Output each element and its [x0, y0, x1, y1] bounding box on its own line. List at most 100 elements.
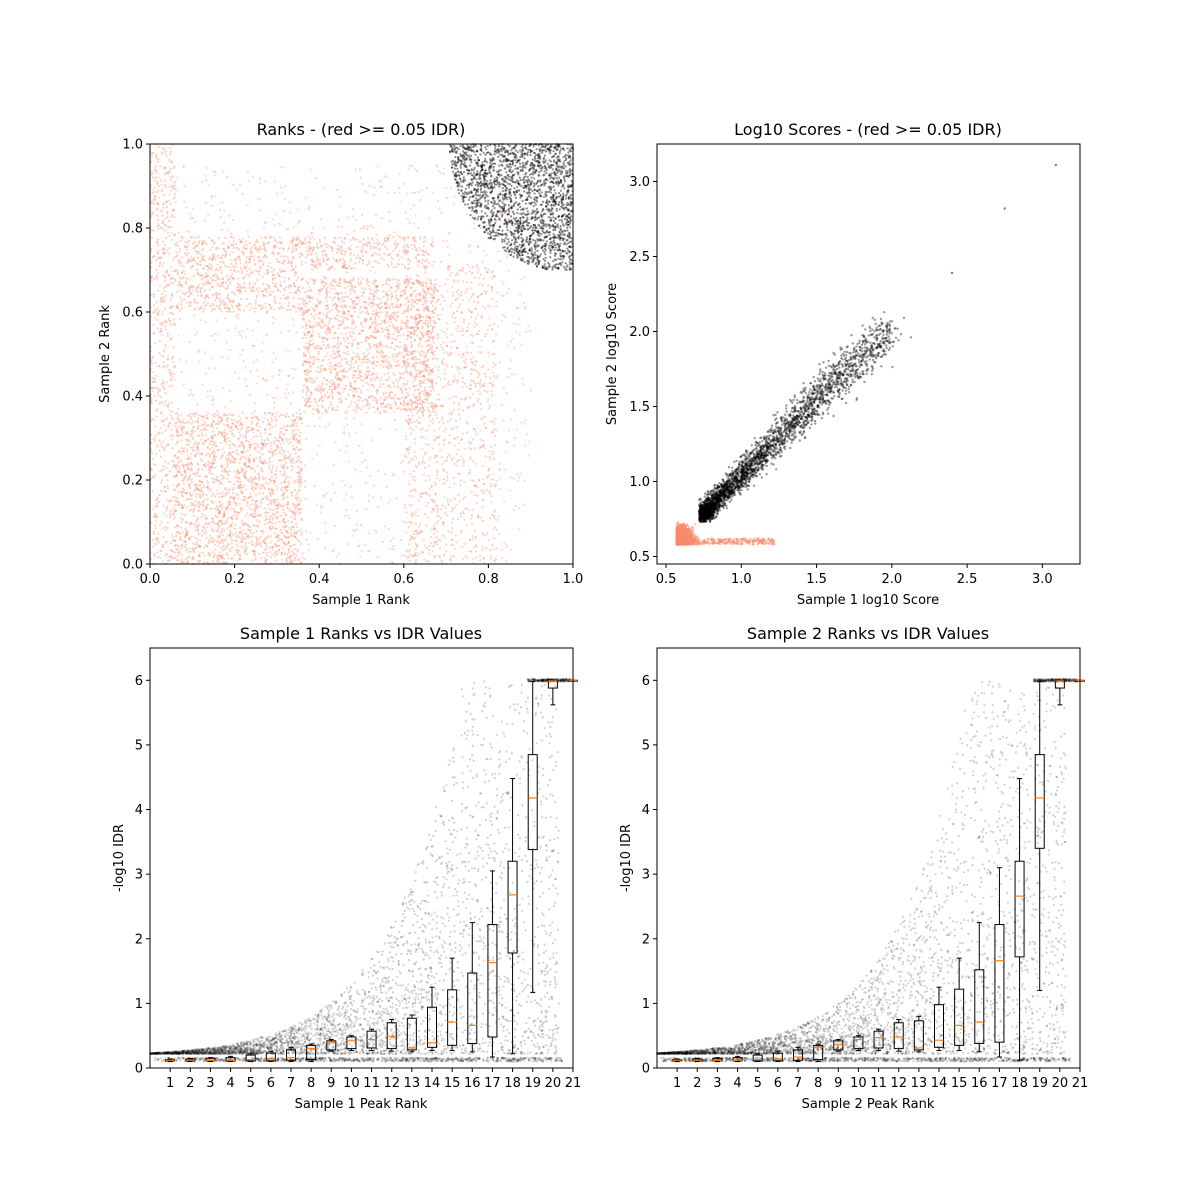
ranks-point	[367, 374, 370, 377]
ranks-point	[509, 226, 512, 229]
ranks-point	[507, 344, 510, 347]
ranks-point	[503, 189, 506, 192]
ranks-point	[185, 230, 188, 233]
ranks-point	[190, 501, 193, 505]
ranks-point	[222, 549, 225, 552]
ranks-point	[426, 322, 429, 325]
ranks-point	[361, 461, 364, 464]
ranks-point	[238, 486, 241, 489]
ranks-point	[413, 420, 416, 423]
ranks-point	[346, 317, 349, 320]
ranks-point	[223, 209, 226, 212]
ranks-point	[310, 377, 314, 380]
ranks-point	[385, 359, 388, 362]
ranks-point	[152, 530, 155, 533]
ranks-point	[366, 227, 369, 231]
ranks-point	[239, 183, 242, 186]
ranks-point	[244, 476, 248, 479]
ranks-point	[177, 469, 180, 472]
ranks-point	[291, 459, 294, 462]
ranks-point	[258, 425, 262, 428]
ranks-point	[331, 396, 334, 399]
ranks-point	[494, 417, 497, 420]
ranks-point	[161, 382, 164, 385]
ranks-point	[189, 547, 192, 550]
ranks-point	[163, 424, 166, 427]
ranks-point	[331, 299, 334, 302]
ranks-point	[226, 504, 229, 507]
ranks-point	[329, 403, 333, 406]
ranks-point	[164, 224, 167, 227]
ranks-point	[360, 549, 363, 552]
ranks-point	[204, 529, 207, 532]
ranks-point	[269, 541, 272, 544]
ranks-point	[263, 287, 266, 290]
ranks-point	[246, 439, 249, 442]
ranks-point	[378, 345, 381, 348]
ranks-point	[169, 202, 172, 206]
ranks-point	[255, 535, 258, 538]
ranks-point	[185, 432, 188, 435]
ranks-point	[354, 361, 357, 364]
ranks-point	[163, 290, 166, 293]
ranks-point	[365, 355, 369, 358]
ranks-point	[210, 422, 214, 425]
ranks-point	[245, 385, 248, 388]
ranks-point	[435, 413, 438, 416]
ranks-point	[338, 320, 341, 323]
ranks-point	[213, 443, 216, 446]
ranks-point	[307, 397, 310, 400]
ranks-point	[239, 506, 242, 509]
ranks-point	[151, 188, 154, 191]
ranks-point	[159, 395, 162, 398]
ranks-point	[252, 361, 255, 364]
ranks-point	[267, 482, 270, 485]
ranks-point	[382, 290, 385, 293]
ranks-point	[222, 414, 226, 417]
ranks-point	[372, 226, 375, 229]
ranks-point	[269, 535, 272, 538]
ranks-point	[529, 329, 532, 332]
ranks-point	[165, 237, 168, 240]
ranks-point	[406, 392, 409, 395]
ranks-point	[328, 329, 331, 332]
ranks-point	[347, 514, 350, 517]
ranks-point	[285, 461, 288, 464]
ranks-point	[398, 172, 401, 176]
ranks-point	[206, 417, 209, 420]
ranks-point	[154, 176, 157, 179]
ranks-point	[321, 337, 325, 340]
ranks-point	[309, 532, 312, 535]
ranks-point	[172, 360, 175, 364]
ranks-point	[242, 468, 245, 471]
ranks-point	[240, 486, 243, 489]
ranks-point	[377, 297, 380, 300]
ranks-point	[200, 516, 203, 519]
ranks-point	[199, 539, 202, 542]
ranks-point	[224, 538, 227, 541]
ranks-point	[315, 370, 318, 373]
ranks-point	[431, 410, 434, 413]
ranks-point	[332, 325, 335, 328]
ranks-point	[404, 388, 407, 391]
ranks-point	[343, 375, 346, 378]
ranks-point	[173, 192, 176, 196]
ranks-point	[198, 480, 201, 483]
ranks-point	[317, 384, 320, 387]
ranks-point	[196, 538, 199, 541]
ranks-point	[305, 438, 308, 441]
ranks-point	[215, 478, 219, 481]
ranks-point	[352, 339, 355, 342]
ranks-point	[201, 468, 204, 471]
ranks-point	[277, 540, 280, 543]
ranks-point	[211, 493, 214, 496]
ranks-point	[382, 383, 385, 386]
ranks-point	[212, 555, 215, 558]
ranks-point	[351, 314, 354, 317]
ranks-point	[336, 371, 340, 375]
ranks-point	[150, 249, 153, 252]
ranks-point	[341, 309, 344, 312]
ranks-point	[492, 185, 495, 189]
ranks-point	[215, 479, 218, 482]
ranks-point	[177, 544, 180, 548]
